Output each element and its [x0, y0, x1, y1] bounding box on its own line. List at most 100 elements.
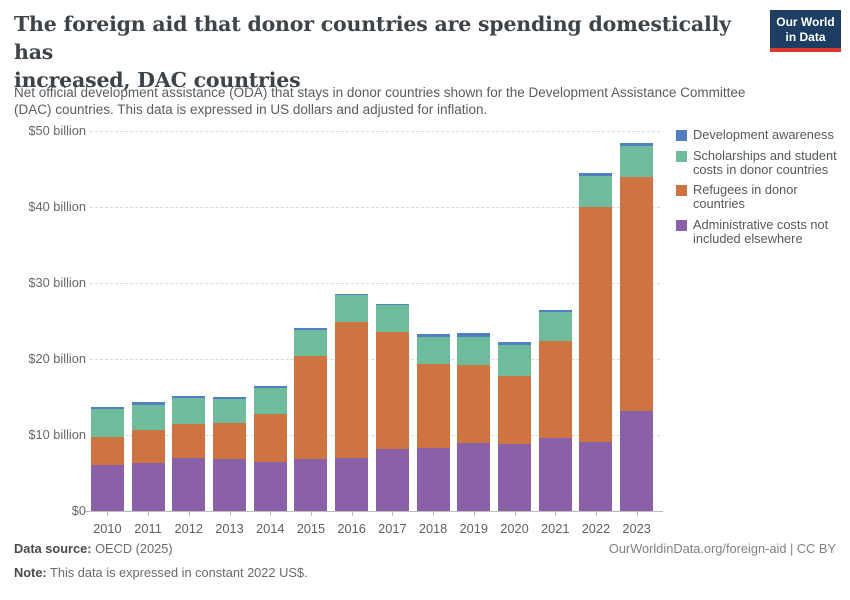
- x-axis-tick-label: 2022: [581, 521, 611, 536]
- bar-segment[interactable]: [335, 321, 369, 458]
- bar-segment[interactable]: [538, 311, 572, 341]
- x-axis-tick: [433, 512, 435, 516]
- bar-segment[interactable]: [90, 409, 124, 437]
- bar-segment[interactable]: [620, 410, 654, 511]
- x-axis-tick-label: 2016: [337, 521, 366, 536]
- y-axis-tick-label: $30 billion: [28, 275, 86, 290]
- legend-item[interactable]: Development awareness: [676, 128, 848, 142]
- bar-segment[interactable]: [538, 309, 572, 312]
- bar-segment[interactable]: [131, 405, 165, 431]
- bar-segment[interactable]: [620, 143, 654, 147]
- stacked-bar-2015[interactable]: [294, 131, 328, 511]
- legend-item[interactable]: Scholarships and student costs in donor …: [676, 148, 848, 177]
- bar-segment[interactable]: [375, 305, 409, 332]
- gridline: [90, 131, 660, 132]
- bar-segment[interactable]: [457, 365, 491, 443]
- stacked-bar-2021[interactable]: [538, 131, 572, 511]
- legend-swatch: [676, 219, 687, 231]
- bar-segment[interactable]: [620, 176, 654, 411]
- x-axis-tick-label: 2012: [174, 521, 204, 536]
- bar-segment[interactable]: [213, 422, 246, 460]
- stacked-bar-2014[interactable]: [253, 131, 287, 511]
- stacked-bar-2023[interactable]: [620, 131, 654, 511]
- stacked-bar-2013[interactable]: [213, 131, 246, 511]
- bar-segment[interactable]: [375, 331, 409, 449]
- bar-segment[interactable]: [213, 397, 246, 400]
- bar-segment[interactable]: [253, 461, 287, 511]
- x-axis-tick-label: 2017: [378, 521, 407, 536]
- bar-segment[interactable]: [213, 459, 246, 511]
- bar-segment[interactable]: [416, 447, 450, 511]
- bar-segment[interactable]: [498, 345, 531, 376]
- x-axis-tick-label: 2015: [296, 521, 326, 536]
- bar-segment[interactable]: [253, 385, 287, 388]
- bar-segment[interactable]: [253, 413, 287, 462]
- bar-segment[interactable]: [172, 457, 206, 511]
- y-axis-tick-label: $20 billion: [28, 351, 86, 366]
- bar-segment[interactable]: [90, 406, 124, 410]
- owid-logo: Our World in Data: [770, 10, 841, 52]
- bar-segment[interactable]: [335, 295, 369, 322]
- bar-segment[interactable]: [579, 175, 613, 208]
- bar-segment[interactable]: [375, 448, 409, 511]
- stacked-bar-2012[interactable]: [172, 131, 206, 511]
- bar-segment[interactable]: [172, 397, 206, 424]
- legend-item[interactable]: Administrative costs not included elsewh…: [676, 218, 848, 246]
- legend-label: Administrative costs not included elsewh…: [693, 216, 829, 246]
- stacked-bar-2016[interactable]: [335, 131, 369, 511]
- bar-segment[interactable]: [416, 363, 450, 448]
- bar-segment[interactable]: [90, 464, 124, 511]
- x-axis-tick: [188, 512, 190, 516]
- bar-segment[interactable]: [457, 442, 491, 511]
- bar-segment[interactable]: [498, 342, 531, 346]
- stacked-bar-2011[interactable]: [131, 131, 165, 511]
- stacked-bar-2018[interactable]: [416, 131, 450, 511]
- bar-segment[interactable]: [579, 207, 613, 442]
- x-axis-tick: [473, 512, 475, 516]
- data-source-label: Data source:: [14, 541, 92, 556]
- x-axis-tick-label: 2013: [215, 521, 244, 536]
- bar-segment[interactable]: [294, 330, 328, 356]
- bar-segment[interactable]: [213, 399, 246, 423]
- chart-title: The foreign aid that donor countries are…: [14, 10, 764, 94]
- stacked-bar-2019[interactable]: [457, 131, 491, 511]
- bar-segment[interactable]: [579, 441, 613, 511]
- bar-segment[interactable]: [416, 336, 450, 364]
- bar-segment[interactable]: [416, 333, 450, 337]
- bar-segment[interactable]: [294, 458, 328, 511]
- bar-segment[interactable]: [90, 436, 124, 465]
- gridline: [90, 207, 660, 208]
- bar-segment[interactable]: [579, 172, 613, 176]
- stacked-bar-2022[interactable]: [579, 131, 613, 511]
- bar-segment[interactable]: [457, 333, 491, 337]
- bar-segment[interactable]: [253, 387, 287, 414]
- bar-segment[interactable]: [172, 423, 206, 458]
- bar-segment[interactable]: [498, 444, 531, 511]
- bar-segment[interactable]: [335, 293, 369, 296]
- bar-segment[interactable]: [131, 463, 165, 511]
- bar-segment[interactable]: [131, 430, 165, 464]
- owid-logo-text: in Data: [785, 29, 826, 44]
- data-source-line: Data source: OECD (2025): [14, 541, 836, 556]
- stacked-bar-2020[interactable]: [498, 131, 531, 511]
- stacked-bar-2017[interactable]: [375, 131, 409, 511]
- gridline: [90, 435, 660, 436]
- gridline: [90, 283, 660, 284]
- legend-item[interactable]: Refugees in donor countries: [676, 183, 848, 211]
- bar-segment[interactable]: [498, 375, 531, 445]
- footer-citation-link[interactable]: OurWorldinData.org/foreign-aid | CC BY: [608, 541, 836, 556]
- bar-segment[interactable]: [538, 340, 572, 439]
- data-source-value: OECD (2025): [95, 541, 173, 556]
- bar-segment[interactable]: [457, 336, 491, 366]
- bar-segment[interactable]: [620, 146, 654, 177]
- bar-segment[interactable]: [538, 438, 572, 511]
- bar-segment[interactable]: [294, 355, 328, 459]
- bar-segment[interactable]: [172, 395, 206, 398]
- bar-segment[interactable]: [294, 327, 328, 331]
- bar-segment[interactable]: [131, 402, 165, 406]
- chart-title-line: The foreign aid that donor countries are…: [14, 12, 731, 64]
- stacked-bar-2010[interactable]: [90, 131, 124, 511]
- bar-segment[interactable]: [375, 303, 409, 306]
- x-axis-tick-label: 2018: [418, 521, 448, 536]
- bar-segment[interactable]: [335, 457, 369, 511]
